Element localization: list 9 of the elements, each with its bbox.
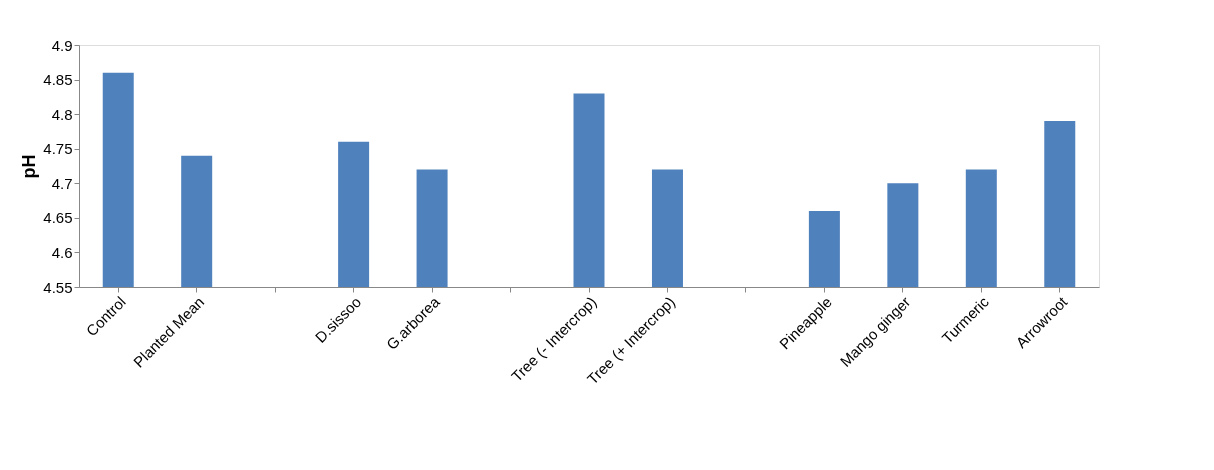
y-tick-label: 4.6 [51,243,73,261]
y-axis-title: pH [19,154,40,179]
y-tick-label: 4.65 [43,209,73,227]
y-tick-label: 4.7 [51,174,73,192]
y-tick-label: 4.75 [43,140,73,158]
y-tick-label: 4.85 [43,71,73,89]
y-tick-label: 4.9 [51,36,73,54]
y-tick-label: 4.8 [51,105,73,123]
y-tick-label: 4.55 [43,278,73,296]
